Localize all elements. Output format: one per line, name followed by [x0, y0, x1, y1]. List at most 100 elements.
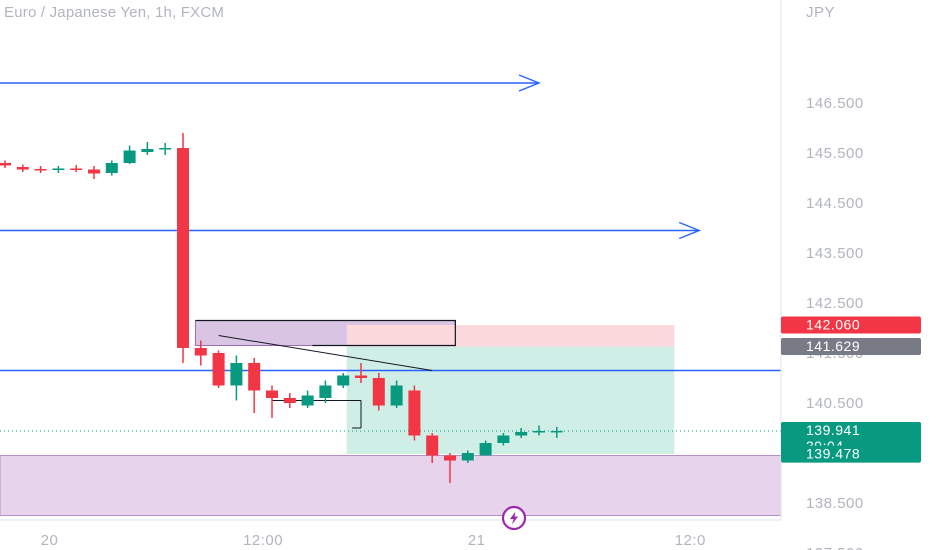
ray-arrow-1	[518, 74, 541, 92]
candle-body	[426, 435, 439, 456]
currency-label: JPY	[806, 4, 835, 21]
candle[interactable]	[194, 340, 207, 366]
candle-body	[88, 169, 100, 174]
candle-body	[105, 163, 118, 173]
candle[interactable]	[497, 433, 510, 446]
candle-body	[479, 443, 492, 456]
price-badge: 141.629	[781, 338, 921, 356]
price-badge-text: 142.060	[806, 317, 860, 333]
candle[interactable]	[550, 427, 563, 438]
candle-body	[16, 167, 29, 170]
price-tick-label: 138.500	[806, 495, 864, 512]
candle-body	[497, 435, 510, 443]
price-tick-label: 144.500	[806, 195, 864, 212]
price-badge-bg	[781, 316, 921, 334]
candle-body	[141, 149, 154, 152]
candle-body	[283, 398, 296, 403]
time-axis[interactable]: 20 12:00 21 12:0	[41, 532, 706, 549]
zones-layer	[0, 319, 782, 516]
candle-body	[461, 453, 474, 461]
candles-layer[interactable]	[0, 133, 563, 483]
candle-body	[337, 375, 350, 386]
candle[interactable]	[461, 450, 474, 464]
candle[interactable]	[230, 355, 243, 401]
price-badge-text: 141.629	[806, 338, 860, 354]
demand-box[interactable]	[0, 455, 782, 516]
candle-body	[355, 375, 367, 378]
time-tick-label: 12:00	[243, 532, 283, 549]
candle[interactable]	[34, 166, 47, 173]
candle[interactable]	[0, 160, 11, 169]
candle-body	[70, 168, 83, 170]
candle[interactable]	[283, 393, 296, 408]
candle-body	[408, 390, 421, 436]
stop-zone[interactable]	[346, 325, 675, 347]
price-tick-label: 142.500	[806, 295, 864, 312]
candle-body	[515, 432, 528, 436]
candle[interactable]	[301, 390, 314, 409]
candle-body	[212, 353, 225, 386]
candle[interactable]	[70, 165, 83, 172]
candle[interactable]	[159, 143, 172, 155]
trendline[interactable]	[218, 335, 433, 371]
candle-body	[533, 431, 545, 433]
candle[interactable]	[372, 373, 385, 411]
candle[interactable]	[266, 385, 278, 419]
chart-title: Euro / Japanese Yen, 1h, FXCM	[4, 4, 225, 21]
price-badge-bg	[781, 445, 921, 463]
supply-box-border	[195, 319, 456, 347]
candle[interactable]	[141, 142, 154, 155]
candle-body	[372, 378, 385, 406]
candle[interactable]	[105, 160, 118, 176]
candle-body	[301, 395, 314, 406]
candle-body	[34, 169, 47, 171]
candle[interactable]	[515, 428, 528, 438]
candle[interactable]	[390, 380, 403, 409]
price-badge-text: 139.478	[806, 446, 860, 462]
candle-body	[0, 163, 11, 166]
candle[interactable]	[52, 166, 65, 173]
candle[interactable]	[248, 358, 261, 413]
candle-body	[230, 363, 243, 386]
candle[interactable]	[479, 440, 492, 456]
candle[interactable]	[16, 164, 29, 173]
lines-layer	[0, 74, 781, 432]
candle[interactable]	[408, 385, 421, 441]
candle[interactable]	[426, 433, 439, 463]
candle[interactable]	[533, 425, 545, 436]
candle[interactable]	[123, 145, 136, 165]
candle-body	[550, 430, 563, 433]
price-badge-bg	[781, 338, 921, 356]
candle-body	[444, 455, 456, 461]
price-tick-label: 145.500	[806, 145, 864, 162]
candle[interactable]	[337, 373, 350, 388]
candle-body	[319, 385, 332, 398]
time-tick-label: 20	[41, 532, 59, 549]
price-tick-label: 143.500	[806, 245, 864, 262]
lightning-icon[interactable]	[501, 505, 527, 531]
candle[interactable]	[212, 350, 225, 389]
candle-body	[159, 148, 172, 150]
price-badge: 139.478	[781, 445, 921, 463]
price-badge-text: 139.941	[806, 422, 860, 438]
candle-body	[390, 385, 403, 406]
time-tick-label: 21	[468, 532, 486, 549]
time-tick-label: 12:0	[675, 532, 706, 549]
candle-body	[177, 148, 189, 348]
price-tick-label: 146.500	[806, 95, 864, 112]
price-tick-label: 140.500	[806, 395, 864, 412]
candle[interactable]	[88, 166, 100, 179]
candle-body	[194, 348, 207, 356]
candle-body	[266, 390, 278, 398]
price-badge: 142.060	[781, 316, 921, 334]
candle-body	[123, 150, 136, 163]
candle-body	[248, 363, 261, 391]
candle[interactable]	[355, 363, 367, 383]
candle-body	[52, 168, 65, 170]
price-tick-label: 137.500	[806, 545, 864, 550]
candle[interactable]	[177, 133, 189, 363]
candle[interactable]	[444, 453, 456, 483]
candle[interactable]	[319, 380, 332, 404]
